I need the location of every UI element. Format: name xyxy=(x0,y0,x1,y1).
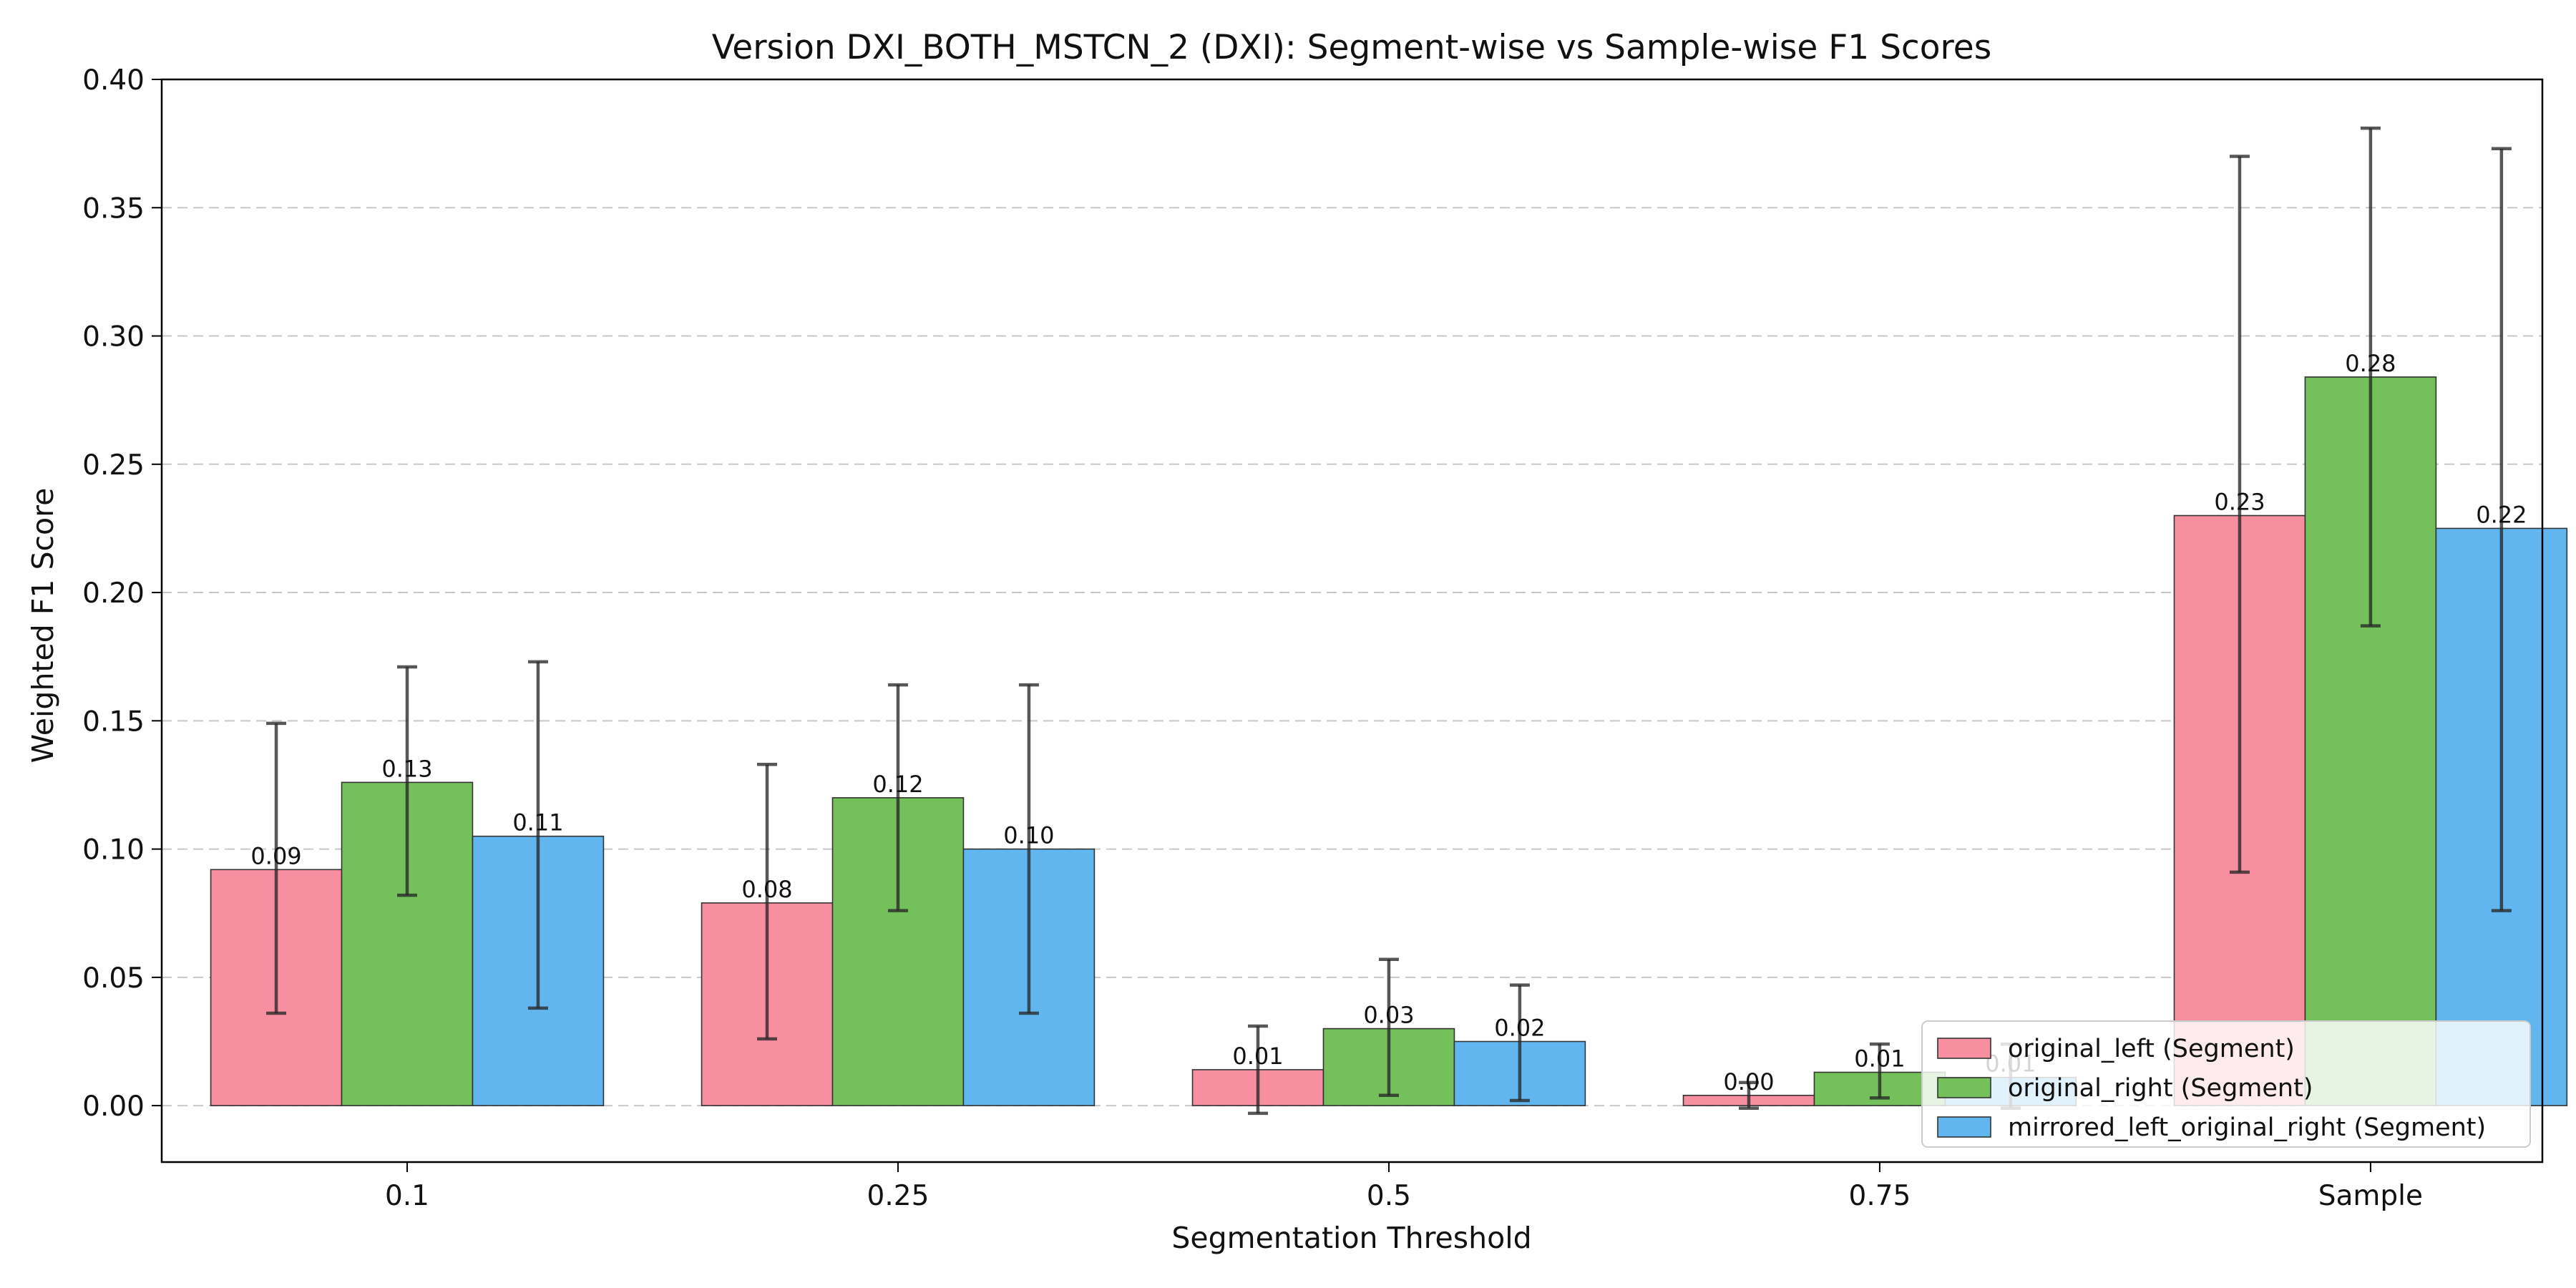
x-axis-label: Segmentation Threshold xyxy=(1171,1221,1531,1255)
data-label: 0.03 xyxy=(1363,1002,1414,1029)
data-label: 0.11 xyxy=(512,809,563,836)
x-tick-label: 0.5 xyxy=(1367,1180,1411,1212)
legend-swatch xyxy=(1937,1116,1991,1138)
y-tick-label: 0.35 xyxy=(82,192,145,225)
legend-entry: original_right (Segment) xyxy=(2008,1074,2313,1103)
y-tick-label: 0.15 xyxy=(82,706,145,738)
data-label: 0.12 xyxy=(872,771,923,798)
data-label: 0.23 xyxy=(2214,489,2265,516)
data-label: 0.01 xyxy=(1232,1043,1283,1070)
data-label: 0.00 xyxy=(1723,1068,1774,1096)
plot-frame xyxy=(160,78,2544,1163)
chart-title: Version DXI_BOTH_MSTCN_2 (DXI): Segment-… xyxy=(712,28,1991,67)
legend-swatch xyxy=(1937,1038,1991,1059)
x-tick-label: 0.75 xyxy=(1849,1180,1911,1212)
data-label: 0.01 xyxy=(1854,1045,1905,1073)
legend-swatch xyxy=(1937,1077,1991,1098)
y-tick-label: 0.05 xyxy=(82,962,145,995)
error-bars xyxy=(266,126,2512,1116)
axes: 0.000.050.100.150.200.250.300.350.400.1 0… xyxy=(82,64,2544,1212)
y-tick-label: 0.40 xyxy=(82,64,145,97)
data-label: 0.10 xyxy=(1003,822,1054,849)
x-tick-label: 0.25 xyxy=(867,1180,930,1212)
y-tick-label: 0.30 xyxy=(82,321,145,353)
y-axis-label: Weighted F1 Score xyxy=(26,488,60,763)
x-tick-label: 0.1 xyxy=(385,1180,429,1212)
y-tick-label: 0.25 xyxy=(82,449,145,482)
legend-entry: mirrored_left_original_right (Segment) xyxy=(2008,1113,2486,1142)
data-label: 0.02 xyxy=(1494,1014,1545,1041)
data-label: 0.08 xyxy=(741,876,792,903)
y-tick-label: 0.10 xyxy=(82,834,145,867)
legend: original_left (Segment) original_right (S… xyxy=(1921,1020,2531,1148)
data-label: 0.09 xyxy=(250,842,301,869)
y-tick-label: 0.00 xyxy=(82,1091,145,1123)
data-label: 0.28 xyxy=(2345,350,2396,377)
legend-box xyxy=(1921,1020,2531,1148)
legend-entry: original_left (Segment) xyxy=(2008,1035,2295,1063)
data-label: 0.22 xyxy=(2476,501,2527,528)
y-tick-label: 0.20 xyxy=(82,577,145,610)
x-tick-label: Sample xyxy=(2318,1180,2423,1212)
data-label: 0.13 xyxy=(381,755,432,782)
